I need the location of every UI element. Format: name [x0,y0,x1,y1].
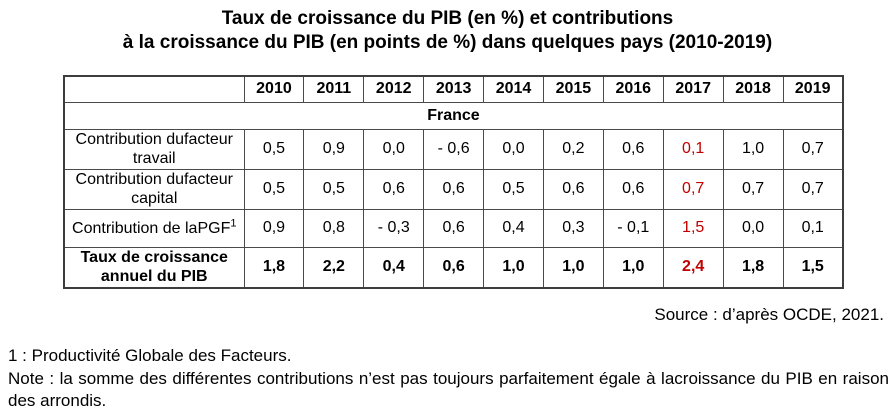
value-contribution-travail-2014: 0,0 [483,128,544,170]
value-contribution-capital-2010: 0,5 [243,168,305,210]
title-line-1: Taux de croissance du PIB (en %) et cont… [221,8,674,29]
value-contribution-capital-2011: 0,5 [303,168,365,210]
year-header-2011: 2011 [303,75,365,103]
value-contribution-travail-2010: 0,5 [243,128,305,170]
value-contribution-pgf-2019: 0,1 [782,208,844,248]
year-header-2018: 2018 [722,75,784,103]
value-contribution-capital-2016: 0,6 [602,168,664,210]
table-row-taux-croissance-pib: Taux de croissance annuel du PIB 1,8 2,2 0,4… [63,246,844,289]
value-taux-croissance-pib-2015: 1,0 [542,246,604,289]
value-contribution-capital-2019: 0,7 [782,168,844,210]
value-contribution-capital-2012: 0,6 [363,168,425,210]
year-header-2014: 2014 [483,75,544,103]
value-contribution-travail-2011: 0,9 [303,128,365,170]
year-header-2013: 2013 [423,75,485,103]
footnote-marker: 1 [230,217,237,230]
value-taux-croissance-pib-2018: 1,8 [722,246,784,289]
row-label-contribution-pgf: Contribution de laPGF1 [63,208,245,248]
year-header-2012: 2012 [363,75,425,103]
value-contribution-pgf-2013: 0,6 [423,208,485,248]
footnote-note: Note : la somme des différentes contribu… [8,369,889,410]
document-title: Taux de croissance du PIB (en %) et cont… [0,7,895,55]
value-taux-croissance-pib-2013: 0,6 [423,246,485,289]
value-contribution-capital-2017: 0,7 [662,168,724,210]
table-row-contribution-pgf: Contribution de laPGF1 0,9 0,8- 0,3 0,6 0,4 0… [63,208,844,248]
value-taux-croissance-pib-2014: 1,0 [483,246,544,289]
value-contribution-travail-2017: 0,1 [662,128,724,170]
row-label-contribution-travail: Contribution dufacteur travail [63,128,245,170]
year-header-2015: 2015 [542,75,604,103]
value-contribution-travail-2012: 0,0 [363,128,425,170]
year-header-2017: 2017 [662,75,724,103]
value-contribution-pgf-2018: 0,0 [722,208,784,248]
table-row-contribution-travail: Contribution dufacteur travail 0,5 0,9 0,0- … [63,128,844,170]
value-contribution-pgf-2017: 1,5 [662,208,724,248]
value-taux-croissance-pib-2011: 2,2 [303,246,365,289]
value-taux-croissance-pib-2016: 1,0 [602,246,664,289]
year-header-2019: 2019 [782,75,844,103]
table-row-contribution-capital: Contribution dufacteur capital 0,5 0,5 0,6 0,… [63,168,844,210]
year-header-2010: 2010 [243,75,305,103]
row-label-taux-croissance-pib: Taux de croissance annuel du PIB [63,246,245,289]
value-contribution-travail-2019: 0,7 [782,128,844,170]
value-contribution-capital-2015: 0,6 [542,168,604,210]
value-contribution-pgf-2012: - 0,3 [363,208,425,248]
value-taux-croissance-pib-2017: 2,4 [662,246,724,289]
value-contribution-travail-2016: 0,6 [602,128,664,170]
value-contribution-capital-2014: 0,5 [483,168,544,210]
value-taux-croissance-pib-2010: 1,8 [243,246,305,289]
value-contribution-pgf-2011: 0,8 [303,208,365,248]
value-contribution-pgf-2015: 0,3 [542,208,604,248]
value-contribution-pgf-2014: 0,4 [483,208,544,248]
title-line-2: à la croissance du PIB (en points de %) … [122,32,773,53]
gdp-contributions-table: 2010 2011 2012 2013 2014 2015 2016 2017 2018 2019… [63,75,844,289]
year-header-row: 2010 2011 2012 2013 2014 2015 2016 2017 2018 2019 [63,75,844,103]
value-contribution-pgf-2016: - 0,1 [602,208,664,248]
footnote-pgf-definition: 1 : Productivité Globale des Facteurs. [8,346,292,365]
country-row: France [63,101,844,130]
value-contribution-travail-2015: 0,2 [542,128,604,170]
corner-cell [63,75,245,103]
country-label: France [63,101,844,130]
value-contribution-pgf-2010: 0,9 [243,208,305,248]
year-header-2016: 2016 [602,75,664,103]
value-taux-croissance-pib-2012: 0,4 [363,246,425,289]
value-contribution-capital-2013: 0,6 [423,168,485,210]
value-taux-croissance-pib-2019: 1,5 [782,246,844,289]
value-contribution-travail-2013: - 0,6 [423,128,485,170]
value-contribution-capital-2018: 0,7 [722,168,784,210]
source-caption: Source : d’après OCDE, 2021. [654,305,884,324]
value-contribution-travail-2018: 1,0 [722,128,784,170]
row-label-contribution-capital: Contribution dufacteur capital [63,168,245,210]
